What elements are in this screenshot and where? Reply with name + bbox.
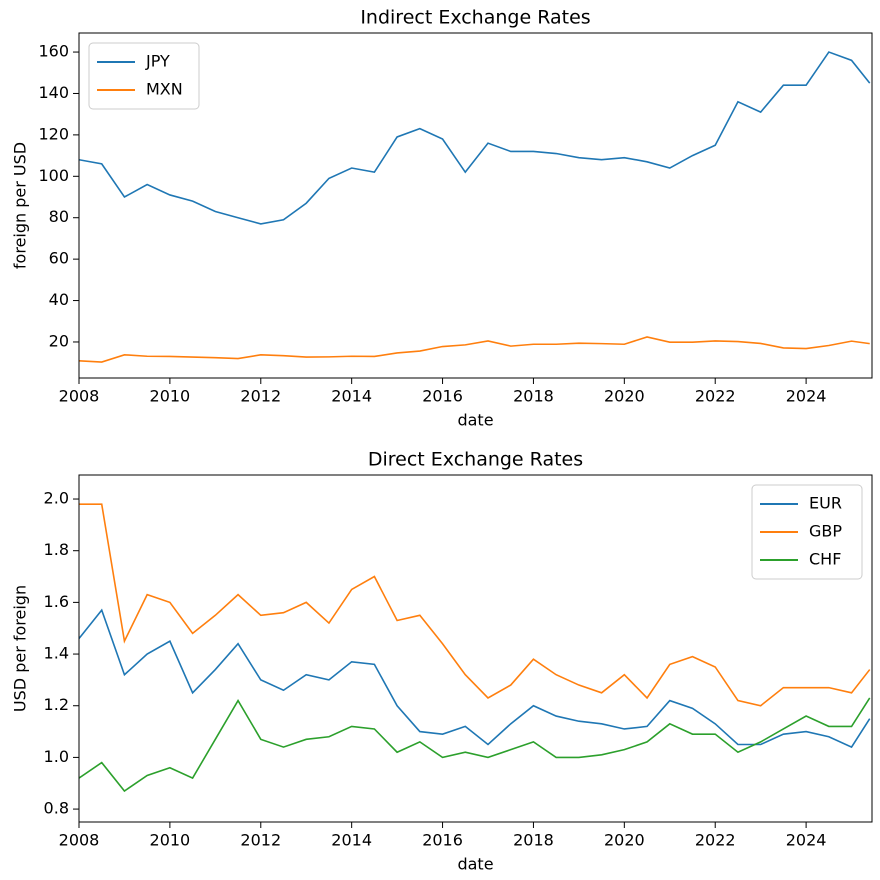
- x-tick-label: 2020: [604, 387, 645, 406]
- x-axis-label: date: [457, 411, 493, 430]
- series-line: [79, 608, 871, 749]
- x-tick-label: 2018: [513, 387, 554, 406]
- y-tick-label: 160: [38, 42, 69, 61]
- chart-title: Direct Exchange Rates: [368, 449, 583, 471]
- legend-label: CHF: [809, 550, 841, 569]
- legend: JPY MXN: [88, 42, 200, 110]
- x-tick-label: 2020: [604, 831, 645, 850]
- y-tick-label: 120: [38, 124, 69, 143]
- chart-title: Indirect Exchange Rates: [360, 7, 590, 29]
- y-tick-label: 2.0: [44, 489, 69, 508]
- x-tick-label: 2024: [786, 831, 827, 850]
- x-tick-label: 2014: [331, 387, 372, 406]
- series-line: [79, 503, 871, 707]
- y-tick-label: 140: [38, 83, 69, 102]
- y-axis-label: USD per foreign: [11, 585, 30, 712]
- legend-label: JPY: [145, 52, 170, 71]
- y-tick-label: 40: [49, 290, 69, 309]
- axes-frame: [78, 474, 873, 823]
- y-tick-label: 1.4: [44, 644, 69, 663]
- series-line: [79, 697, 871, 793]
- legend-frame: [751, 484, 863, 580]
- x-tick-label: 2024: [786, 387, 827, 406]
- legend-label: EUR: [809, 494, 842, 513]
- x-tick-label: 2022: [695, 387, 736, 406]
- legend-label: MXN: [146, 80, 183, 99]
- series-line: [79, 51, 871, 225]
- y-tick-label: 1.2: [44, 695, 69, 714]
- y-tick-label: 20: [49, 331, 69, 350]
- subplot: Indirect Exchange Rates date foreign per U…: [11, 7, 873, 430]
- y-tick-label: 1.8: [44, 540, 69, 559]
- y-tick-label: 100: [38, 166, 69, 185]
- x-tick-label: 2014: [331, 831, 372, 850]
- x-tick-label: 2012: [240, 831, 281, 850]
- y-tick-label: 80: [49, 207, 69, 226]
- y-tick-label: 1.6: [44, 592, 69, 611]
- x-tick-label: 2016: [422, 387, 463, 406]
- subplot: Direct Exchange Rates date USD per foreign…: [11, 449, 873, 874]
- y-tick-label: 1.0: [44, 747, 69, 766]
- x-tick-label: 2018: [513, 831, 554, 850]
- x-tick-label: 2012: [240, 387, 281, 406]
- x-axis-label: date: [457, 855, 493, 874]
- y-tick-label: 60: [49, 249, 69, 268]
- legend-label: GBP: [809, 522, 842, 541]
- series-line: [79, 336, 870, 363]
- x-tick-label: 2008: [59, 387, 100, 406]
- x-tick-label: 2022: [695, 831, 736, 850]
- x-tick-label: 2010: [150, 387, 191, 406]
- axes-frame: [78, 32, 873, 379]
- y-axis-label: foreign per USD: [11, 142, 30, 269]
- y-tick-label: 0.8: [44, 799, 69, 818]
- x-tick-label: 2010: [150, 831, 191, 850]
- x-tick-label: 2008: [59, 831, 100, 850]
- legend: EUR GBP CHF: [751, 484, 863, 580]
- x-tick-label: 2016: [422, 831, 463, 850]
- legend-frame: [88, 42, 200, 110]
